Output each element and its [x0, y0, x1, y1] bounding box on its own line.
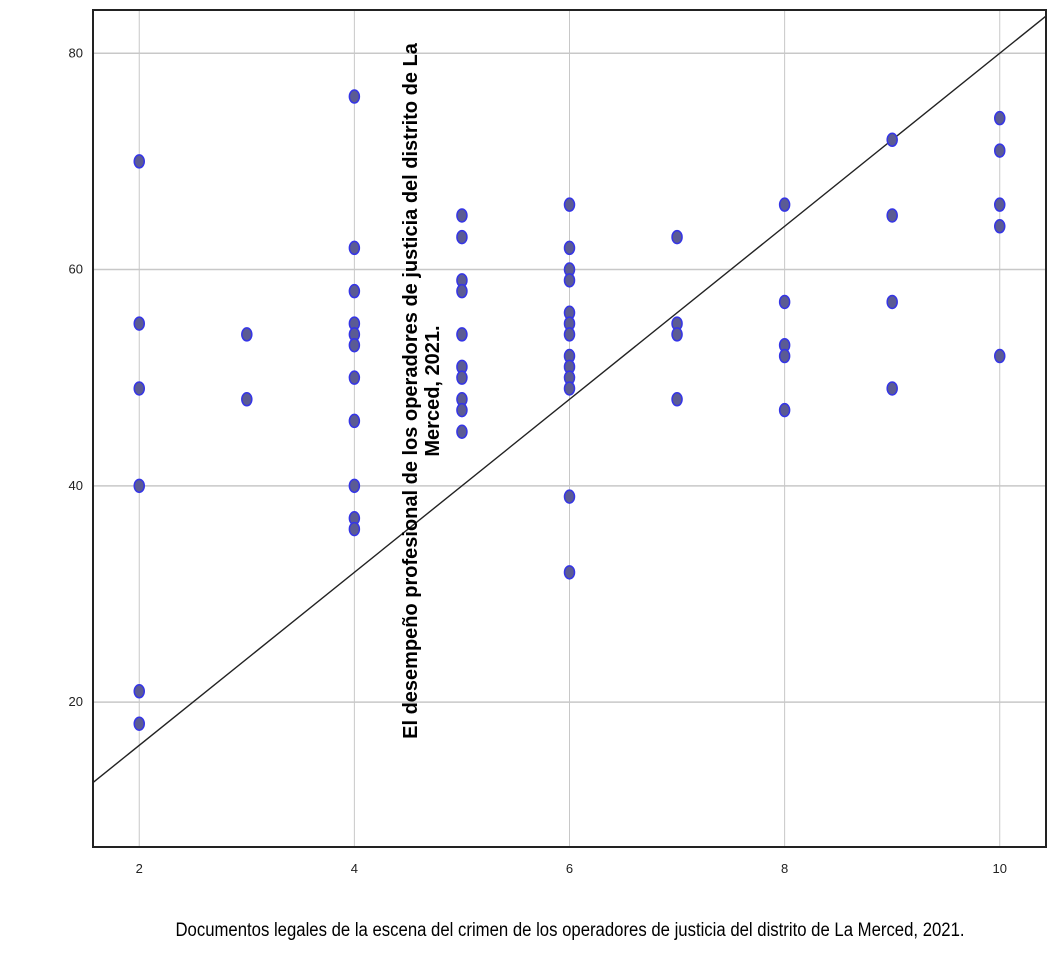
- data-point: [563, 327, 576, 342]
- data-point: [993, 348, 1006, 364]
- data-point: [348, 283, 361, 299]
- data-point: [671, 327, 683, 342]
- data-point: [456, 402, 468, 418]
- data-point: [133, 716, 146, 731]
- reference-line: [92, 15, 1047, 784]
- data-point: [993, 110, 1006, 126]
- data-point: [456, 327, 468, 342]
- data-point: [563, 565, 576, 580]
- data-point: [133, 684, 146, 699]
- data-point: [348, 478, 361, 494]
- data-point: [133, 154, 146, 169]
- data-point: [348, 413, 361, 429]
- x-tick-label: 2: [136, 861, 143, 876]
- data-point: [563, 240, 576, 256]
- data-point: [241, 392, 253, 407]
- x-tick-label: 4: [351, 861, 358, 876]
- data-point: [778, 348, 791, 364]
- data-point: [886, 132, 898, 148]
- data-point: [993, 143, 1006, 158]
- data-point: [348, 337, 361, 353]
- y-tick-label: 20: [69, 694, 83, 709]
- data-point: [348, 89, 361, 104]
- data-point: [563, 273, 576, 288]
- y-tick-label: 60: [69, 262, 83, 277]
- x-axis-ticks: 2 4 6 8 10: [136, 861, 1007, 876]
- data-point: [993, 197, 1006, 212]
- data-point: [348, 521, 361, 537]
- data-point: [241, 327, 253, 342]
- data-point: [886, 208, 898, 223]
- data-point: [778, 294, 791, 310]
- data-point: [778, 197, 791, 212]
- data-point: [563, 381, 576, 396]
- chart-plot: 2 4 6 8 10 20 40 60 80: [69, 9, 1047, 876]
- data-point: [133, 381, 146, 396]
- data-point: [886, 381, 898, 396]
- grid-lines: [93, 10, 1046, 847]
- data-point: [886, 294, 898, 310]
- plot-frame: [92, 9, 1047, 848]
- data-point: [563, 489, 576, 504]
- data-point: [456, 229, 468, 245]
- y-axis-title: El desempeño profesional de los operador…: [400, 43, 444, 739]
- x-tick-label: 10: [993, 861, 1007, 876]
- y-tick-label: 40: [69, 478, 83, 493]
- data-point: [778, 402, 791, 418]
- data-point: [456, 283, 468, 299]
- x-axis-title: Documentos legales de la escena del crim…: [175, 920, 965, 941]
- data-point: [993, 219, 1006, 234]
- data-point: [456, 208, 468, 223]
- data-point: [456, 424, 468, 439]
- data-point: [348, 370, 361, 385]
- data-point: [133, 478, 146, 494]
- data-point: [456, 370, 468, 385]
- data-point: [671, 392, 683, 407]
- data-point: [348, 240, 361, 256]
- y-tick-label: 80: [69, 45, 83, 60]
- data-points: [133, 89, 1006, 731]
- y-axis-ticks: 20 40 60 80: [69, 45, 83, 709]
- data-point: [671, 229, 683, 245]
- x-tick-label: 8: [781, 861, 788, 876]
- x-tick-label: 6: [566, 861, 573, 876]
- data-point: [563, 197, 576, 212]
- data-point: [133, 316, 146, 331]
